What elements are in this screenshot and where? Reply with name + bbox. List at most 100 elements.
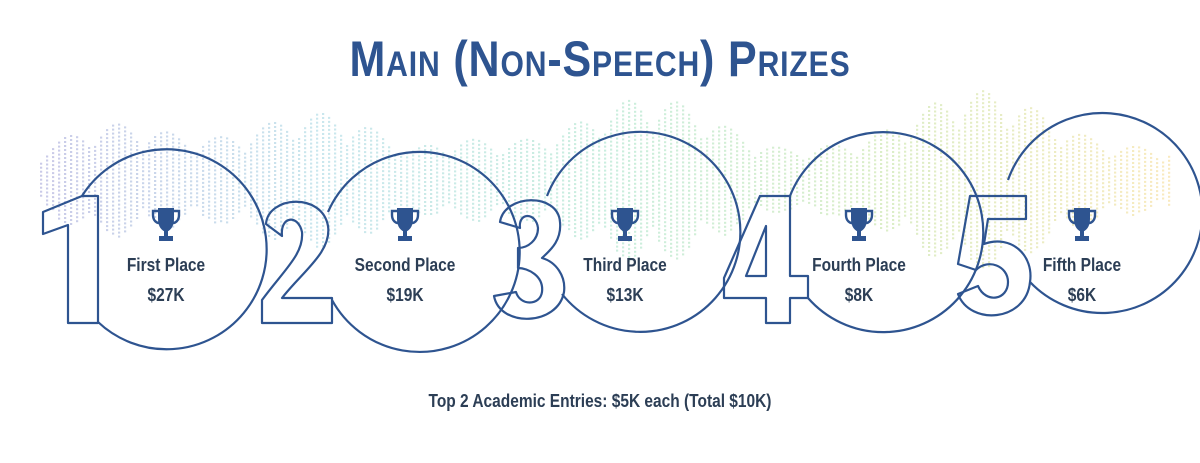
wave-dot <box>946 114 949 117</box>
wave-dot <box>886 193 889 196</box>
wave-dot <box>640 162 643 165</box>
wave-dot <box>682 209 685 212</box>
wave-dot <box>232 145 235 147</box>
numeral-5-outline <box>956 194 1032 317</box>
wave-dot <box>598 137 601 140</box>
wave-dot <box>622 122 625 125</box>
wave-dot <box>112 144 115 147</box>
wave-dot <box>460 212 463 215</box>
wave-dot <box>772 146 775 149</box>
wave-dot <box>88 175 91 177</box>
wave-dot <box>346 157 349 160</box>
wave-dot <box>538 191 541 194</box>
wave-dot <box>616 121 619 124</box>
wave-dot <box>292 211 295 214</box>
wave-dot <box>970 149 973 152</box>
wave-dot <box>544 160 547 163</box>
wave-dot <box>712 210 715 213</box>
wave-dot <box>286 174 289 177</box>
wave-dot <box>64 149 67 151</box>
wave-dot <box>70 191 73 193</box>
wave-dot <box>892 163 895 165</box>
wave-dot <box>736 218 739 221</box>
wave-dot <box>280 216 283 219</box>
wave-dot <box>340 202 343 205</box>
wave-dot <box>412 198 415 201</box>
wave-dot <box>682 105 685 108</box>
wave-dot <box>1054 191 1057 193</box>
wave-dot <box>328 192 331 195</box>
wave-dot <box>634 238 637 241</box>
wave-dot <box>226 181 229 184</box>
wave-dot <box>364 183 367 186</box>
wave-dot <box>928 190 931 192</box>
wave-dot <box>328 216 331 219</box>
wave-dot <box>862 169 865 172</box>
wave-dot <box>172 225 175 228</box>
wave-dot <box>508 156 511 158</box>
wave-dot <box>322 229 325 231</box>
wave-dot <box>112 132 115 135</box>
wave-dot <box>658 163 661 166</box>
wave-dot <box>1012 233 1015 236</box>
wave-dot <box>112 168 115 171</box>
wave-dot <box>766 160 769 163</box>
wave-dot <box>610 164 613 167</box>
wave-dot <box>328 188 331 191</box>
wave-dot <box>742 141 745 144</box>
wave-dot <box>58 197 61 200</box>
wave-dot <box>424 197 427 199</box>
wave-dot <box>694 125 697 128</box>
wave-dot <box>94 181 97 184</box>
wave-dot <box>310 134 313 137</box>
wave-dot <box>418 191 421 194</box>
wave-dot <box>976 241 979 244</box>
wave-dot <box>1018 119 1021 122</box>
wave-dot <box>442 176 445 179</box>
wave-dot <box>934 198 937 201</box>
wave-dot <box>676 253 679 256</box>
wave-dot <box>832 212 835 215</box>
wave-dot <box>994 245 997 248</box>
wave-dot <box>310 218 313 221</box>
wave-dot <box>838 181 841 184</box>
wave-dot <box>310 130 313 133</box>
wave-dot <box>424 201 427 203</box>
wave-dot <box>76 144 79 147</box>
wave-dot <box>430 209 433 211</box>
wave-dot <box>952 177 955 180</box>
wave-dot <box>676 141 679 144</box>
wave-dot <box>184 208 187 211</box>
wave-dot <box>748 178 751 181</box>
wave-dot <box>226 221 229 224</box>
wave-dot <box>436 163 439 166</box>
wave-dot <box>934 230 937 233</box>
wave-dot <box>664 173 667 176</box>
wave-dot <box>58 157 61 160</box>
wave-dot <box>682 169 685 172</box>
wave-dot <box>658 155 661 158</box>
wave-dot <box>352 200 355 203</box>
wave-dot <box>322 165 325 167</box>
wave-dot <box>268 174 271 177</box>
wave-dot <box>730 176 733 179</box>
wave-dot <box>82 148 85 151</box>
wave-dot <box>184 196 187 199</box>
wave-dot <box>166 139 169 142</box>
wave-dot <box>934 186 937 189</box>
wave-dot <box>970 257 973 260</box>
wave-dot <box>124 146 127 149</box>
wave-dot <box>1024 220 1027 223</box>
wave-dot <box>958 209 961 212</box>
wave-dot <box>178 146 181 149</box>
wave-dot <box>664 153 667 156</box>
wave-dot <box>334 192 337 195</box>
wave-dot <box>376 147 379 150</box>
wave-dot <box>778 206 781 209</box>
wave-dot <box>856 164 859 167</box>
wave-dot <box>166 179 169 182</box>
wave-dot <box>280 128 283 131</box>
wave-dot <box>664 197 667 200</box>
wave-dot <box>568 168 571 171</box>
wave-dot <box>592 173 595 176</box>
